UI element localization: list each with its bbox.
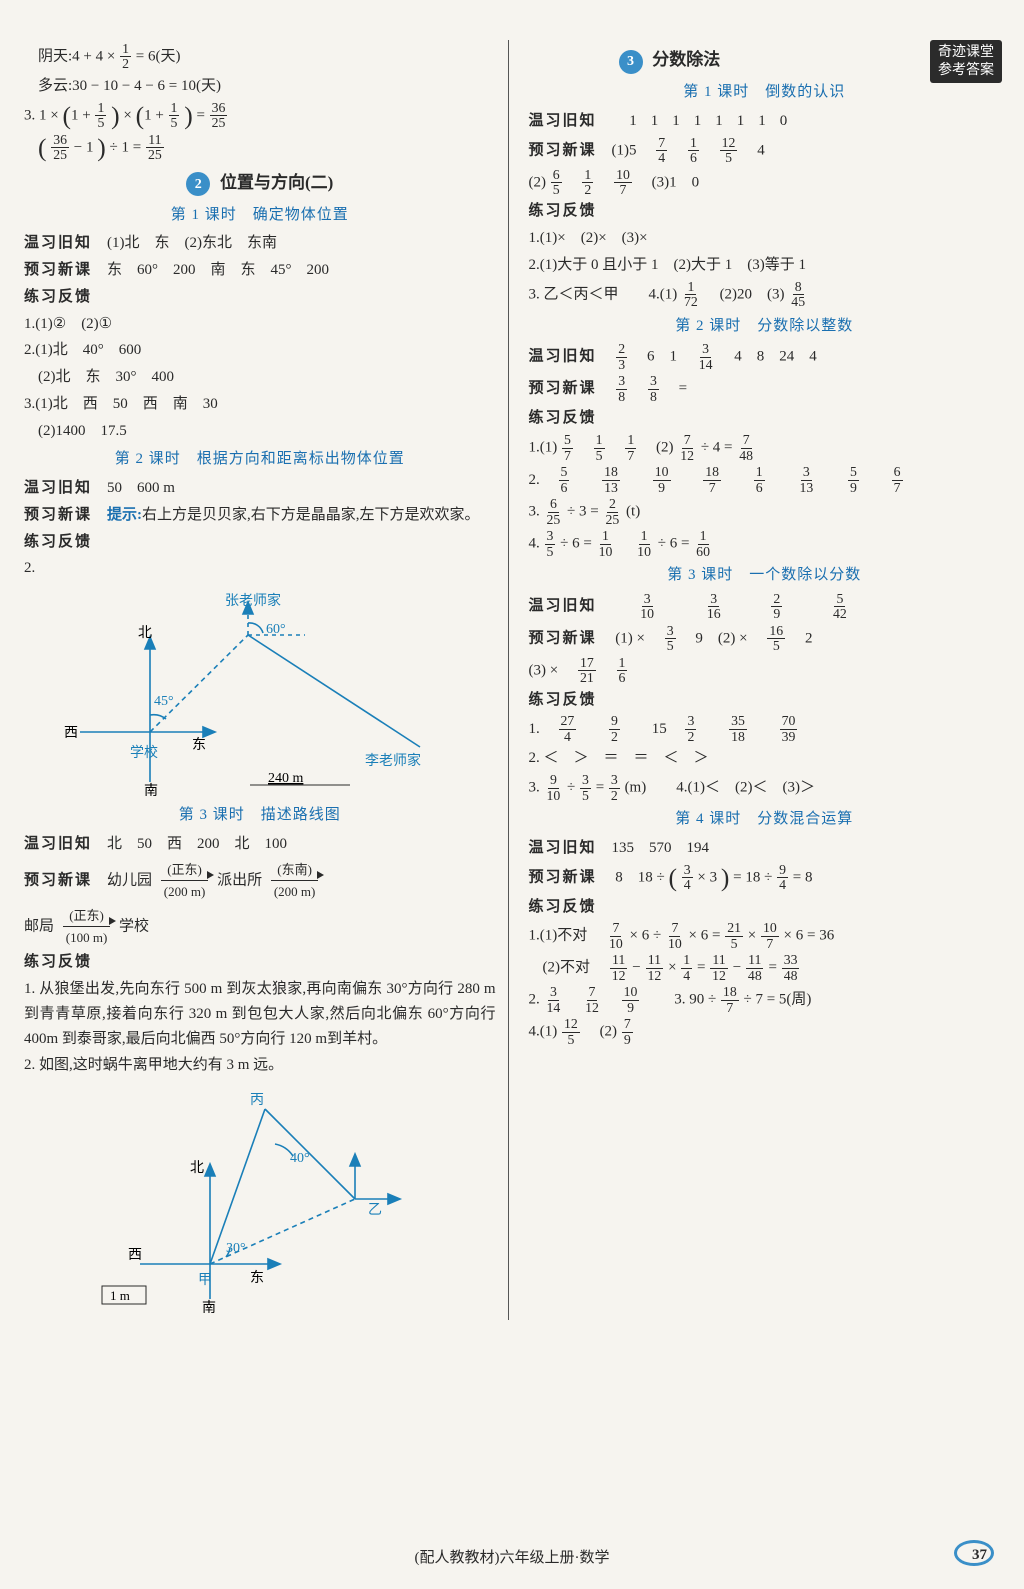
diagram-1: 张老师家 北 南 西 东 学校 李老师家 60° 45° 240 m xyxy=(50,587,470,797)
svg-text:1 m: 1 m xyxy=(110,1288,130,1303)
l-line2: 多云:30 − 10 − 4 − 6 = 10(天) xyxy=(24,74,496,99)
corner-l1: 奇迹课堂 xyxy=(938,44,994,62)
svg-text:丙: 丙 xyxy=(250,1093,264,1108)
route-1: 预习新课 幼儿园 (正东)(200 m) 派出所 (东南)(200 m) xyxy=(24,859,496,903)
footer-text: (配人教教材)六年级上册·数学 xyxy=(0,1546,1024,1571)
svg-text:40°: 40° xyxy=(290,1151,310,1166)
l-line3: 3. 1 × (1 + 15 ) × (1 + 15 ) = 3625 xyxy=(24,101,496,131)
svg-text:西: 西 xyxy=(128,1248,142,1263)
l-line1: 阴天:4 + 4 × 12 = 6(天) xyxy=(24,42,496,72)
route-2: 邮局 (正东)(100 m) 学校 xyxy=(24,905,496,949)
badge-3: 3 xyxy=(619,50,643,74)
left-column: 阴天:4 + 4 × 12 = 6(天) 多云:30 − 10 − 4 − 6 … xyxy=(24,40,509,1320)
svg-text:张老师家: 张老师家 xyxy=(225,592,281,609)
svg-text:学校: 学校 xyxy=(130,744,158,761)
sec2-sub2: 第 2 课时 根据方向和距离标出物体位置 xyxy=(24,447,496,472)
badge-2: 2 xyxy=(186,172,210,196)
sec2-sub1: 第 1 课时 确定物体位置 xyxy=(24,203,496,228)
svg-text:30°: 30° xyxy=(226,1241,246,1256)
svg-text:北: 北 xyxy=(138,625,152,641)
l-line4: ( 3625 − 1 ) ÷ 1 = 1125 xyxy=(24,133,496,163)
diagram-2: 丙 乙 甲 北 南 西 东 40° 30° 1 m xyxy=(90,1084,430,1314)
svg-text:45°: 45° xyxy=(154,694,174,709)
svg-text:李老师家: 李老师家 xyxy=(365,752,421,769)
svg-text:60°: 60° xyxy=(266,622,286,637)
svg-text:东: 东 xyxy=(192,737,206,753)
sec2-sub3: 第 3 课时 描述路线图 xyxy=(24,803,496,828)
page: 阴天:4 + 4 × 12 = 6(天) 多云:30 − 10 − 4 − 6 … xyxy=(0,0,1024,1320)
sec3-sub2: 第 2 课时 分数除以整数 xyxy=(529,314,1001,339)
sec3-sub3: 第 3 课时 一个数除以分数 xyxy=(529,563,1001,588)
svg-text:乙: 乙 xyxy=(368,1202,382,1218)
right-column: 3 分数除法 第 1 课时 倒数的认识 温习旧知 11111110 预习新课 (… xyxy=(517,40,1001,1320)
svg-text:东: 东 xyxy=(250,1270,264,1286)
sec3-sub1: 第 1 课时 倒数的认识 xyxy=(529,80,1001,105)
svg-text:240 m: 240 m xyxy=(268,771,304,786)
svg-text:南: 南 xyxy=(202,1300,216,1314)
sec3-sub4: 第 4 课时 分数混合运算 xyxy=(529,807,1001,832)
page-number-badge: 37 xyxy=(954,1540,994,1575)
sec2-title: 2 位置与方向(二) xyxy=(24,169,496,197)
corner-l2: 参考答案 xyxy=(938,62,994,80)
svg-text:北: 北 xyxy=(190,1160,204,1176)
svg-text:甲: 甲 xyxy=(198,1273,212,1288)
frac: 12 xyxy=(120,42,131,72)
corner-tag: 奇迹课堂 参考答案 xyxy=(930,40,1002,83)
svg-text:南: 南 xyxy=(144,783,158,797)
svg-text:西: 西 xyxy=(64,726,78,741)
